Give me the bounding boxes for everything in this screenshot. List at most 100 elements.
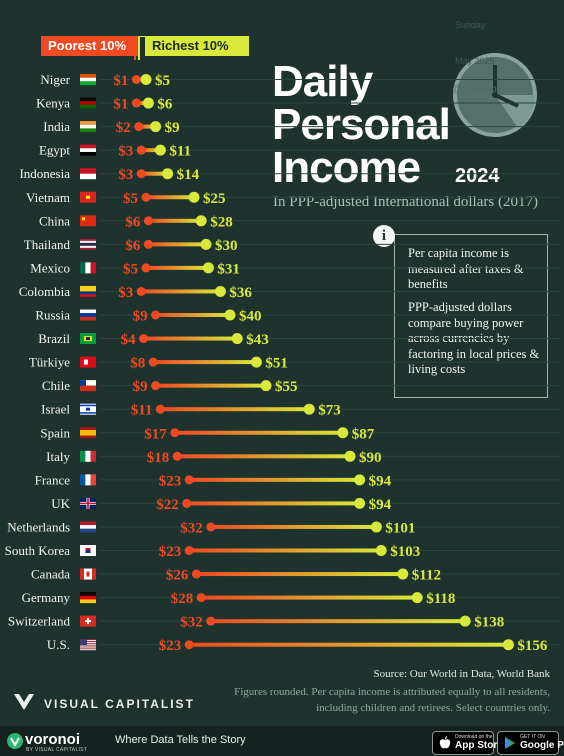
richest-value-label: $25 <box>203 191 226 207</box>
germany-flag <box>80 592 96 604</box>
title-line-3: Income <box>272 143 421 192</box>
india-flag <box>80 121 96 133</box>
canada-flag <box>80 568 96 580</box>
country-label: Germany <box>22 590 71 605</box>
richest-value-label: $40 <box>239 309 262 325</box>
info-note-2: PPP-adjusted dollars compare buying powe… <box>408 300 540 376</box>
us-flag <box>80 639 96 651</box>
poorest-dot <box>139 334 149 344</box>
income-bar <box>155 383 266 388</box>
watermark-month: May 2025 <box>455 56 495 66</box>
dumbbell-chart: Niger $1 $5 Kenya $1 $6 India $2 $9 Egypt $3 $11 Ind… <box>5 72 560 654</box>
richest-value-label: $90 <box>359 450 382 466</box>
poorest-value-label: $1 <box>113 97 128 113</box>
poorest-dot <box>136 286 146 296</box>
country-label: Brazil <box>38 331 70 346</box>
poorest-dot <box>143 216 153 226</box>
russia-flag <box>80 309 96 321</box>
chile-flag <box>80 380 96 392</box>
country-label: Kenya <box>36 96 70 111</box>
poorest-dot <box>136 145 146 155</box>
france-flag <box>80 474 96 486</box>
legend-markers <box>125 36 147 60</box>
richest-value-label: $94 <box>369 497 392 513</box>
richest-value-label: $9 <box>165 120 180 136</box>
country-label: Chile <box>42 378 70 393</box>
google-play-button[interactable]: GET IT ON Google Play <box>497 731 564 755</box>
poorest-value-label: $32 <box>180 615 203 631</box>
country-label: Indonesia <box>19 166 70 181</box>
legend-richest: Richest 10% <box>145 36 249 56</box>
title-year: 2024 <box>455 165 500 187</box>
richest-dot <box>260 380 272 392</box>
info-icon: i <box>373 225 395 247</box>
poorest-dot <box>184 475 194 485</box>
title-line-2: Personal <box>272 100 451 149</box>
poorest-value-label: $23 <box>159 638 182 654</box>
footnote-2: including children and retirees. Select … <box>316 702 550 714</box>
vietnam-flag <box>80 191 96 203</box>
country-label: Thailand <box>24 237 71 252</box>
income-bar <box>141 289 221 294</box>
richest-dot <box>140 74 152 85</box>
richest-dot <box>231 333 243 345</box>
poorest-value-label: $28 <box>171 591 194 607</box>
watermark-handle: @Softbook <box>452 84 502 95</box>
poorest-dot <box>134 122 144 132</box>
richest-value-label: $30 <box>215 238 238 254</box>
italy-flag <box>80 450 96 462</box>
south-korea-flag <box>80 545 96 556</box>
thailand-flag <box>80 238 96 250</box>
richest-value-label: $28 <box>210 214 233 230</box>
israel-flag <box>80 403 96 415</box>
poorest-value-label: $5 <box>123 191 138 207</box>
app-store-button[interactable]: Download on the App Store <box>432 731 503 755</box>
poorest-value-label: $23 <box>159 473 182 489</box>
uk-flag <box>80 497 96 509</box>
egypt-flag <box>80 144 96 156</box>
poorest-dot <box>184 546 194 555</box>
brazil-flag <box>80 333 96 345</box>
spain-flag <box>80 427 96 439</box>
income-bar <box>160 407 310 412</box>
poorest-dot <box>191 569 201 579</box>
income-bar <box>155 313 230 317</box>
income-bar <box>141 148 161 153</box>
poorest-value-label: $26 <box>166 568 189 584</box>
mexico-flag <box>80 262 96 274</box>
poorest-value-label: $1 <box>113 73 128 89</box>
turkiye-flag <box>80 356 96 368</box>
income-bar <box>177 454 350 459</box>
poorest-value-label: $9 <box>133 309 148 325</box>
info-box <box>394 234 548 398</box>
google-play-small-label: GET IT ON <box>520 734 545 740</box>
poorest-value-label: $32 <box>180 520 203 536</box>
income-bar <box>148 218 202 223</box>
richest-value-label: $43 <box>246 332 269 348</box>
poorest-dot <box>141 192 151 202</box>
voronoi-logo[interactable]: voronoi <box>25 731 80 748</box>
country-label: Netherlands <box>7 519 70 534</box>
richest-value-label: $73 <box>318 403 341 419</box>
country-label: Russia <box>35 308 70 323</box>
richest-value-label: $138 <box>474 615 504 631</box>
income-bar <box>189 548 382 553</box>
china-flag <box>80 215 96 227</box>
richest-dot <box>354 474 366 486</box>
income-bar <box>201 595 418 600</box>
poorest-value-label: $23 <box>159 544 182 560</box>
richest-dot <box>202 262 214 274</box>
country-label: UK <box>51 496 70 511</box>
richest-value-label: $156 <box>517 638 548 654</box>
country-label: Switzerland <box>8 614 71 629</box>
poorest-dot <box>206 616 216 626</box>
income-bar <box>138 124 156 129</box>
voronoi-logo-icon <box>7 733 23 749</box>
richest-dot <box>250 356 262 368</box>
income-bar <box>210 524 377 529</box>
colombia-flag <box>80 285 96 297</box>
richest-dot <box>354 497 366 509</box>
country-label: France <box>35 472 71 487</box>
country-label: Mexico <box>30 260 70 275</box>
